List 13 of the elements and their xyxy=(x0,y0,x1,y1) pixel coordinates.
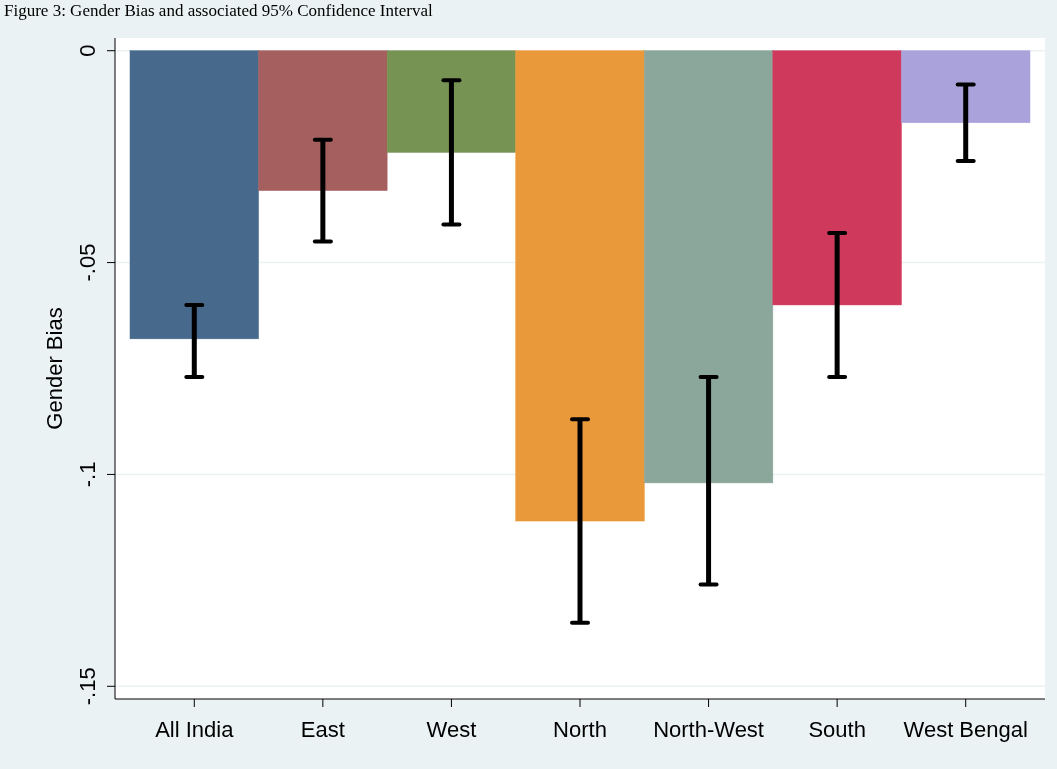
x-tick-label: South xyxy=(808,717,866,742)
x-tick-label: West Bengal xyxy=(903,717,1028,742)
y-tick-label: -.05 xyxy=(75,243,100,282)
x-tick-label: East xyxy=(300,717,345,742)
x-tick-label: West xyxy=(426,717,477,742)
y-axis-title: Gender Bias xyxy=(42,307,67,430)
y-tick-label: -.1 xyxy=(75,461,100,488)
y-tick-label: -.15 xyxy=(75,667,100,706)
chart-title: Figure 3: Gender Bias and associated 95% Confidence Interval xyxy=(4,1,433,20)
x-tick-label: North xyxy=(553,717,607,742)
x-tick-label: All India xyxy=(155,717,235,742)
x-tick-label: North-West xyxy=(653,717,764,742)
y-tick-label: 0 xyxy=(75,44,100,57)
